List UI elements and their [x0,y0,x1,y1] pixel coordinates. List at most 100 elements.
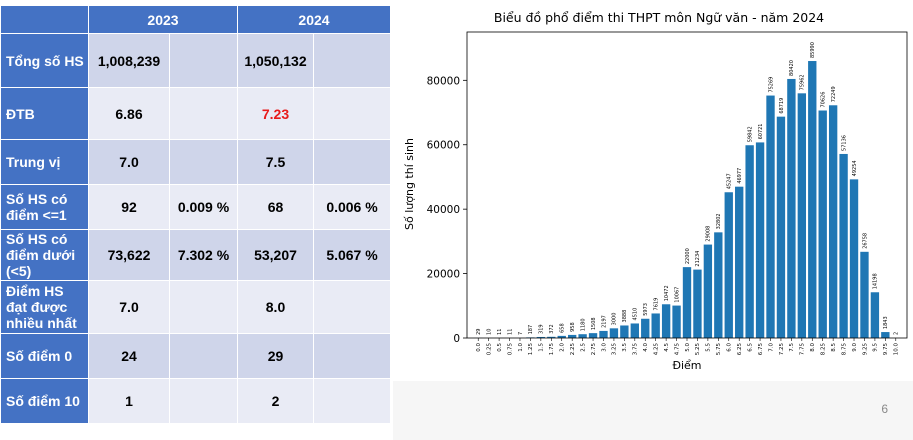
bar [578,334,587,338]
data-label: 187 [528,325,534,335]
bar [849,179,859,338]
x-tick-label: 2.0 [560,343,566,352]
data-label: 1180 [580,318,586,331]
data-label: 46977 [737,168,743,184]
data-label: 57136 [841,135,847,151]
x-tick-label: 8.0 [810,343,816,352]
x-tick-label: 4.5 [664,343,670,352]
percent-2024 [313,378,391,424]
slide-footer-background [393,381,913,440]
x-tick-label: 6.75 [758,343,764,356]
y-tick-label: 40000 [427,204,460,216]
row-label: ĐTB [0,87,89,140]
row-label: Trung vị [0,139,89,185]
bar [703,244,713,338]
bar [641,318,650,338]
x-tick-label: 9.25 [862,343,868,356]
value-2024: 8.0 [237,280,314,334]
bar [818,110,827,338]
x-tick-label: 7.75 [800,343,806,356]
bar [672,305,681,338]
x-tick-label: 4.25 [653,343,659,356]
x-tick-label: 5.5 [706,343,712,352]
score-distribution-chart: Biểu đồ phổ điểm thi THPT môn Ngữ văn - … [397,5,913,381]
bar [714,232,723,338]
chart-svg: Biểu đồ phổ điểm thi THPT môn Ngữ văn - … [403,10,908,372]
data-label: 29 [476,329,482,335]
x-tick-label: 3.75 [633,343,639,356]
percent-2023 [169,139,238,185]
data-label: 32802 [716,213,722,229]
data-label: 10472 [664,285,670,301]
x-tick-label: 0.0 [476,343,482,352]
percent-2023: 0.009 % [169,184,238,230]
data-label: 1843 [883,316,889,329]
x-tick-label: 10.0 [894,343,900,356]
bar [588,333,598,338]
value-2023: 6.86 [88,87,170,140]
x-tick-label: 7.0 [768,343,774,352]
x-tick-label: 5.25 [695,343,701,356]
bar [755,142,765,338]
data-label: 10067 [674,287,680,303]
x-tick-label: 3.25 [612,343,618,356]
data-label: 11 [497,329,503,335]
header-row: 2023 2024 [0,5,391,34]
bar [557,335,566,338]
x-tick-label: 1.0 [518,343,524,352]
value-2023: 92 [88,184,170,230]
x-axis-label: Điểm [672,359,701,372]
percent-2024: 5.067 % [313,229,391,281]
x-tick-label: 4.75 [674,343,680,356]
value-2023: 1 [88,378,170,424]
x-tick-label: 5.0 [685,343,691,352]
x-tick-label: 0.75 [507,343,513,356]
percent-2024 [313,139,391,185]
percent-2023 [169,33,238,88]
data-label: 2 [894,332,900,335]
bar [839,153,848,338]
percent-2023 [169,87,238,140]
y-axis-label: Số lượng thí sinh [403,138,416,230]
percent-2024 [313,280,391,334]
bar [808,61,817,339]
chart-plot-area: 29 0.0 10 0.25 11 0.5 11 0.75 7 1.0 187 1.25 319 1.5 3… [427,31,908,356]
x-tick-label: 0.5 [497,343,503,352]
data-label: 45247 [727,173,733,189]
data-label: 658 [560,323,566,333]
percent-2024: 0.006 % [313,184,391,230]
x-tick-label: 8.75 [841,343,847,356]
bar [797,93,807,338]
row-label: Số điểm 0 [0,333,89,379]
bar [630,323,639,338]
value-2024: 1,050,132 [237,33,314,88]
data-label: 85990 [810,42,816,58]
data-label: 72249 [831,86,837,102]
row-label: Số HS có điểm <=1 [0,184,89,230]
x-tick-label: 2.25 [570,343,576,356]
x-tick-label: 8.25 [821,343,827,356]
x-tick-label: 6.5 [747,343,753,352]
bar [735,186,744,338]
x-tick-label: 1.5 [539,343,545,352]
data-label: 1508 [591,317,597,330]
table-row: Trung vị 7.0 7.5 [0,139,391,185]
y-tick-label: 60000 [427,140,460,152]
row-label: Tổng số HS [0,33,89,88]
data-label: 75269 [768,77,774,93]
bar [620,325,629,338]
stats-table: 2023 2024 Tổng số HS 1,008,239 1,050,132 ĐT… [0,5,391,424]
bar [870,292,880,338]
plot-frame [466,31,908,339]
bar [609,328,619,338]
bar [766,95,775,338]
x-tick-label: 2.5 [580,343,586,352]
x-tick-label: 9.0 [852,343,858,352]
x-tick-label: 5.75 [716,343,722,356]
data-label: 4510 [633,308,639,321]
bar [787,78,796,338]
value-2024: 2 [237,378,314,424]
data-label: 22000 [685,248,691,264]
row-label: Số điểm 10 [0,378,89,424]
data-label: 29008 [706,226,712,242]
